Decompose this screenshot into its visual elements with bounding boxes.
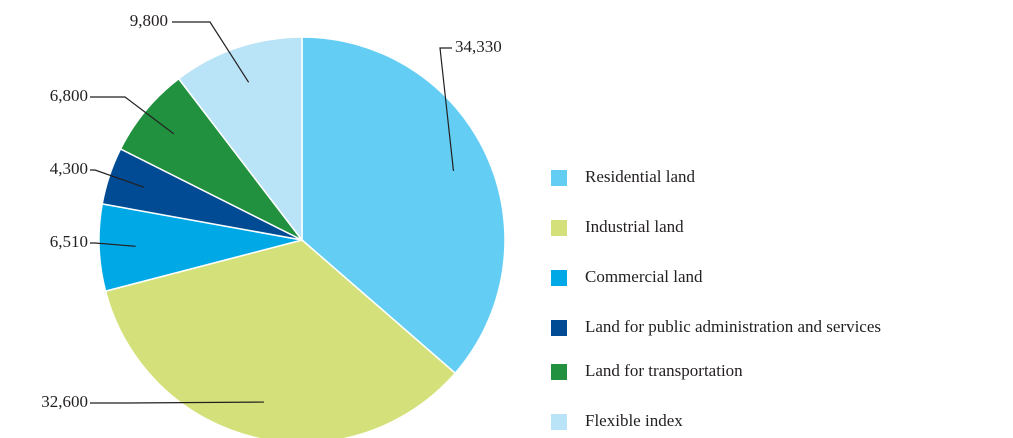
legend-swatch [551,320,567,336]
leader-line [439,47,455,172]
legend-label: Residential land [585,167,696,186]
legend-swatch [551,364,567,380]
leader-line [90,96,175,135]
legend-label: Flexible index [585,411,683,430]
legend-label: Industrial land [585,217,684,236]
legend-label: Land for public administration and servi… [585,317,881,336]
data-label: 32,600 [41,392,88,411]
legend-label: Commercial land [585,267,703,286]
data-label: 6,800 [50,86,88,105]
leader-line [90,169,145,188]
data-label: 6,510 [50,232,88,251]
legend-swatch [551,414,567,430]
leader-line [90,401,264,404]
legend-swatch [551,170,567,186]
data-label: 4,300 [50,159,88,178]
legend-swatch [551,220,567,236]
pie-slice [301,36,506,375]
leader-line [172,21,250,83]
data-label: 34,330 [455,37,502,56]
pie-slice [177,36,303,243]
legend-label: Land for transportation [585,361,743,380]
data-label: 9,800 [130,11,168,30]
legend-swatch [551,270,567,286]
leader-line [90,242,136,247]
